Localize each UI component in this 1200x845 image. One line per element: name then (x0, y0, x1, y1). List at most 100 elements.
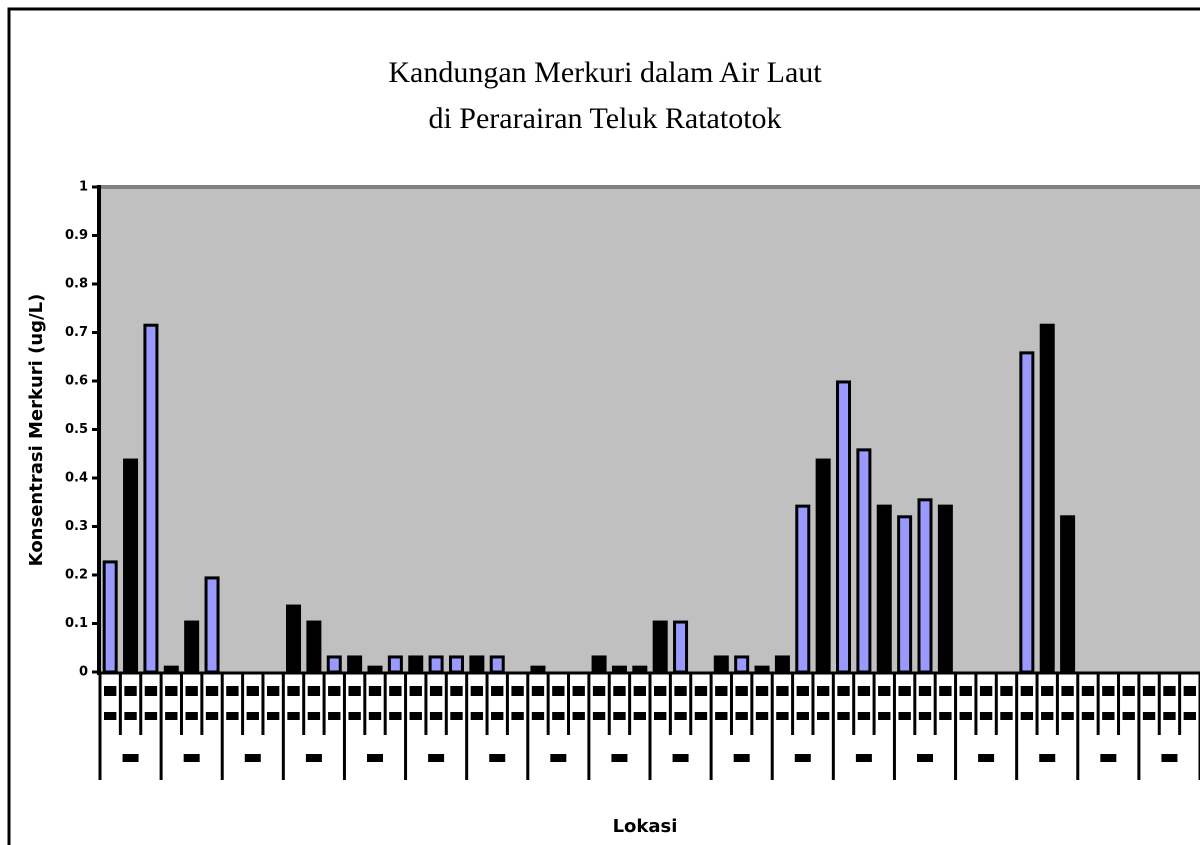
bar (123, 458, 139, 674)
category-label-block (1122, 712, 1135, 720)
category-label-block (979, 712, 993, 720)
category-label-block (144, 686, 158, 696)
category-label-block (715, 686, 728, 696)
y-tick-label: 0.7 (65, 325, 88, 340)
category-label-block (918, 686, 932, 696)
category-label-block (144, 712, 158, 720)
bar (489, 655, 505, 674)
bar (632, 665, 648, 674)
y-axis-label: Konsentrasi Merkuri (ug/L) (26, 294, 47, 567)
category-label-block (959, 712, 972, 720)
bar (408, 655, 424, 674)
bar (326, 655, 342, 674)
group-label-block (672, 754, 689, 762)
category-label-block (491, 712, 504, 720)
category-label-block (592, 686, 606, 696)
category-label-block (633, 712, 646, 720)
category-label-block (307, 686, 321, 696)
category-label-block (979, 686, 993, 696)
chart-title-line-1: Kandungan Merkuri dalam Air Laut (388, 56, 822, 89)
category-label-block (104, 712, 117, 720)
category-label-block (266, 712, 280, 720)
category-label-block (1122, 686, 1135, 696)
y-tick-label: 0 (79, 665, 88, 680)
category-label-block (1102, 686, 1115, 696)
category-label-block (1183, 712, 1196, 720)
category-label-block (572, 686, 585, 696)
bar (897, 515, 913, 674)
category-label-block (898, 686, 911, 696)
category-label-block (165, 686, 178, 696)
category-label-block (246, 712, 259, 720)
category-label-block (511, 712, 524, 720)
category-label-block (450, 712, 463, 720)
category-label-block (592, 712, 606, 720)
y-tick-label: 1 (79, 180, 88, 195)
category-label-block (531, 686, 545, 696)
category-label-block (185, 686, 198, 696)
category-label-block (755, 712, 769, 720)
category-label-block (1163, 712, 1176, 720)
bar (795, 504, 811, 674)
category-label-block (511, 686, 524, 696)
category-label-block (857, 686, 871, 696)
bar (102, 560, 118, 674)
group-label-block (183, 754, 200, 762)
bar (184, 620, 200, 674)
category-label-block (124, 712, 137, 720)
bar (1019, 351, 1035, 674)
category-label-block (205, 686, 219, 696)
category-label-block (368, 686, 382, 696)
category-label-block (796, 712, 809, 720)
y-tick-label: 0.3 (65, 519, 88, 534)
category-label-block (368, 712, 382, 720)
category-label-block (878, 686, 891, 696)
bar (530, 665, 546, 674)
category-label-block (409, 712, 422, 720)
category-label-block (1020, 712, 1034, 720)
chart-title-line-2: di Perarairan Teluk Ratatotok (428, 102, 781, 135)
category-label-block (939, 712, 952, 720)
category-label-block (837, 712, 850, 720)
category-label-block (918, 712, 932, 720)
y-tick-label: 0.1 (65, 616, 88, 631)
bar (367, 665, 383, 674)
category-label-block (1163, 686, 1176, 696)
category-label-block (226, 712, 239, 720)
bar (1039, 323, 1055, 674)
group-label-block (978, 754, 995, 762)
category-label-block (552, 712, 565, 720)
group-label-block (122, 754, 139, 762)
category-label-block (266, 686, 280, 696)
y-tick-label: 0.9 (65, 228, 88, 243)
category-label-block (470, 712, 484, 720)
category-label-block (735, 686, 748, 696)
category-label-block (1061, 686, 1074, 696)
category-label-block (959, 686, 972, 696)
category-label-block (816, 686, 830, 696)
category-label-block (1000, 712, 1013, 720)
bar (286, 604, 302, 674)
category-label-block (633, 686, 646, 696)
category-label-block (450, 686, 463, 696)
category-label-block (389, 712, 402, 720)
category-label-block (857, 712, 871, 720)
bar (1060, 515, 1076, 674)
category-label-block (755, 686, 769, 696)
category-label-block (613, 686, 626, 696)
group-label-block (1161, 754, 1178, 762)
category-label-block (409, 686, 422, 696)
bar (591, 655, 607, 674)
group-label-block (794, 754, 811, 762)
bar (754, 665, 770, 674)
category-label-block (796, 686, 809, 696)
category-label-block (837, 686, 850, 696)
category-label-block (1081, 712, 1095, 720)
bar (347, 655, 363, 674)
bar (428, 655, 444, 674)
group-label-block (244, 754, 261, 762)
bar (163, 665, 179, 674)
category-label-block (878, 712, 891, 720)
category-label-block (816, 712, 830, 720)
category-label-block (205, 712, 219, 720)
